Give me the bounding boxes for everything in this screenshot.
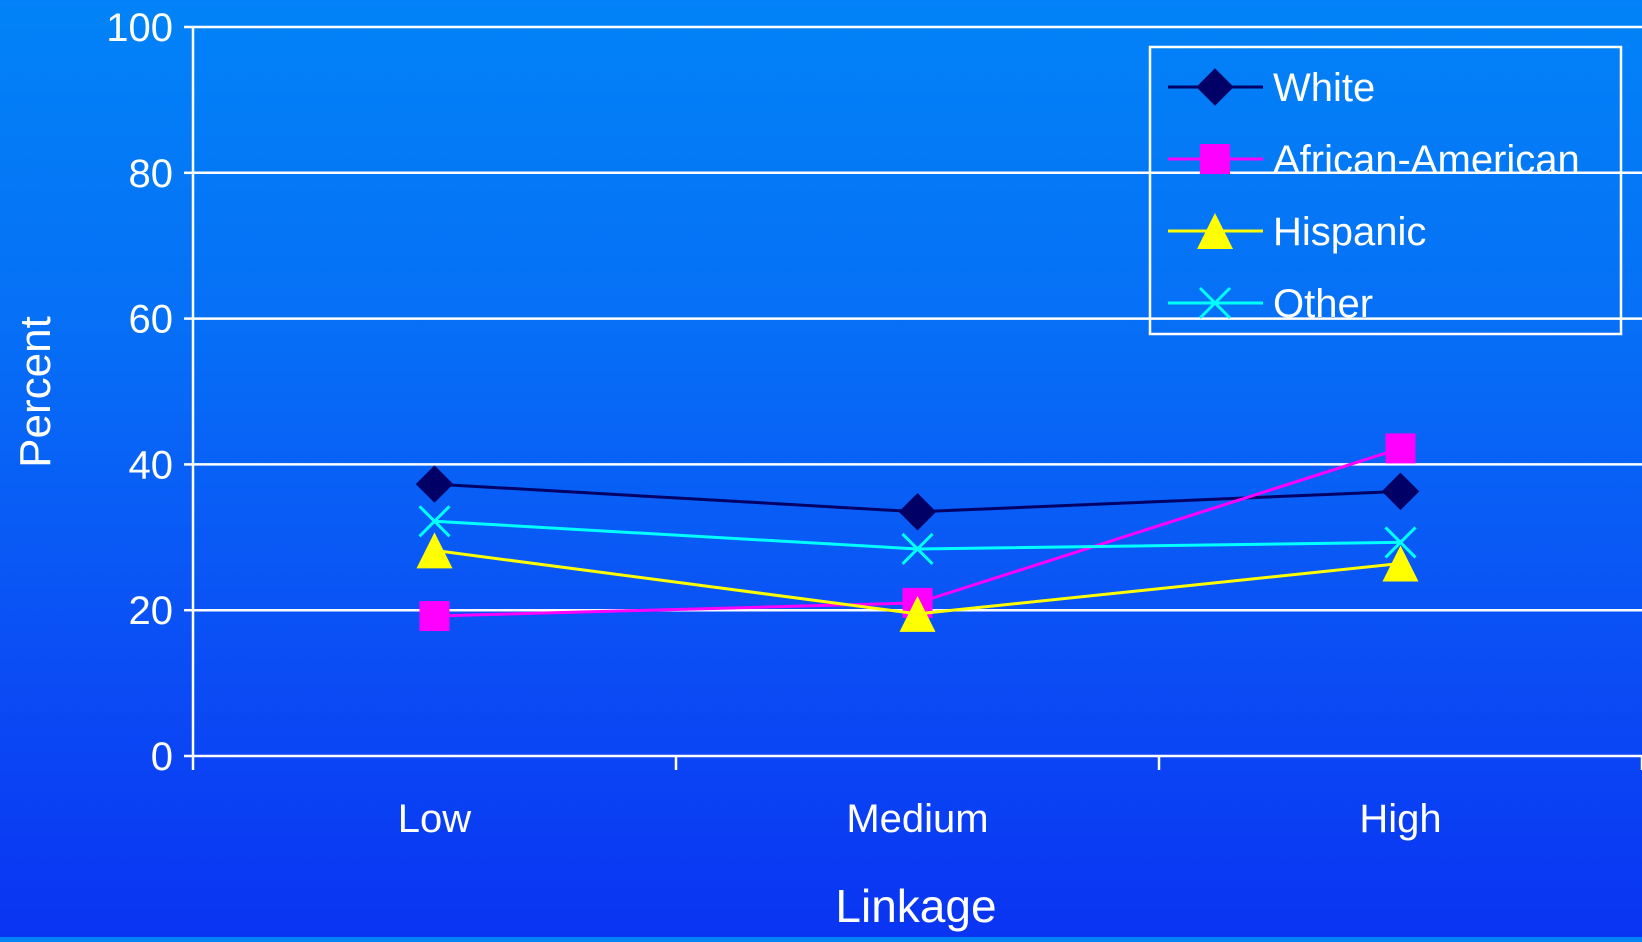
marker-stroke: [1198, 286, 1232, 320]
series-white: [415, 465, 1420, 531]
legend-label: African-American: [1273, 138, 1580, 182]
legend-label: Hispanic: [1273, 210, 1426, 254]
series-hispanic: [416, 532, 1419, 632]
data-point-african-american: [1385, 433, 1416, 464]
data-point-hispanic: [1382, 545, 1419, 582]
y-tick-label: 20: [129, 589, 174, 633]
axis-labels: Percent Linkage: [11, 316, 997, 932]
data-point-other: [418, 505, 451, 538]
x-axis-title: Linkage: [835, 880, 996, 932]
y-axis-title: Percent: [11, 316, 60, 468]
series-other: [418, 505, 1417, 566]
data-point-african-american: [419, 601, 450, 632]
legend-item-white: White: [1168, 66, 1375, 110]
gridlines: [193, 25, 1642, 612]
data-point-other: [1384, 526, 1417, 559]
x-tick-label: Medium: [846, 797, 988, 841]
y-tick-label: 60: [129, 298, 174, 342]
x-tick-label: High: [1359, 797, 1441, 841]
data-point-other: [901, 532, 934, 566]
legend-label: White: [1273, 66, 1375, 110]
marker-stroke: [1384, 526, 1417, 559]
x-tick-label: Low: [398, 797, 471, 841]
legend-marker: [1200, 144, 1230, 174]
marker-stroke: [901, 532, 934, 566]
legend-box: [1148, 45, 1623, 336]
series-lines: [415, 433, 1420, 632]
y-tick-label: 100: [106, 6, 173, 50]
data-point-white: [898, 493, 937, 531]
legend-marker: [1196, 68, 1234, 106]
legend: White African-American Hispanic Other: [1148, 45, 1623, 336]
data-point-hispanic: [416, 532, 453, 569]
data-point-white: [1381, 472, 1420, 511]
y-tick-label: 40: [129, 443, 174, 487]
legend-item-hispanic: Hispanic: [1168, 210, 1426, 254]
legend-marker: [1197, 213, 1233, 249]
legend-label: Other: [1273, 282, 1373, 326]
y-tick-label: 80: [129, 152, 174, 196]
data-point-white: [415, 465, 454, 503]
data-point-hispanic: [899, 595, 936, 632]
marker-stroke: [418, 505, 451, 538]
legend-item-other: Other: [1168, 282, 1373, 326]
legend-item-african-american: African-American: [1168, 138, 1580, 182]
legend-marker: [1198, 286, 1232, 320]
axes: 0 20 40 60 80 100 Low Medium High: [106, 6, 1642, 841]
y-tick-label: 0: [151, 735, 173, 779]
